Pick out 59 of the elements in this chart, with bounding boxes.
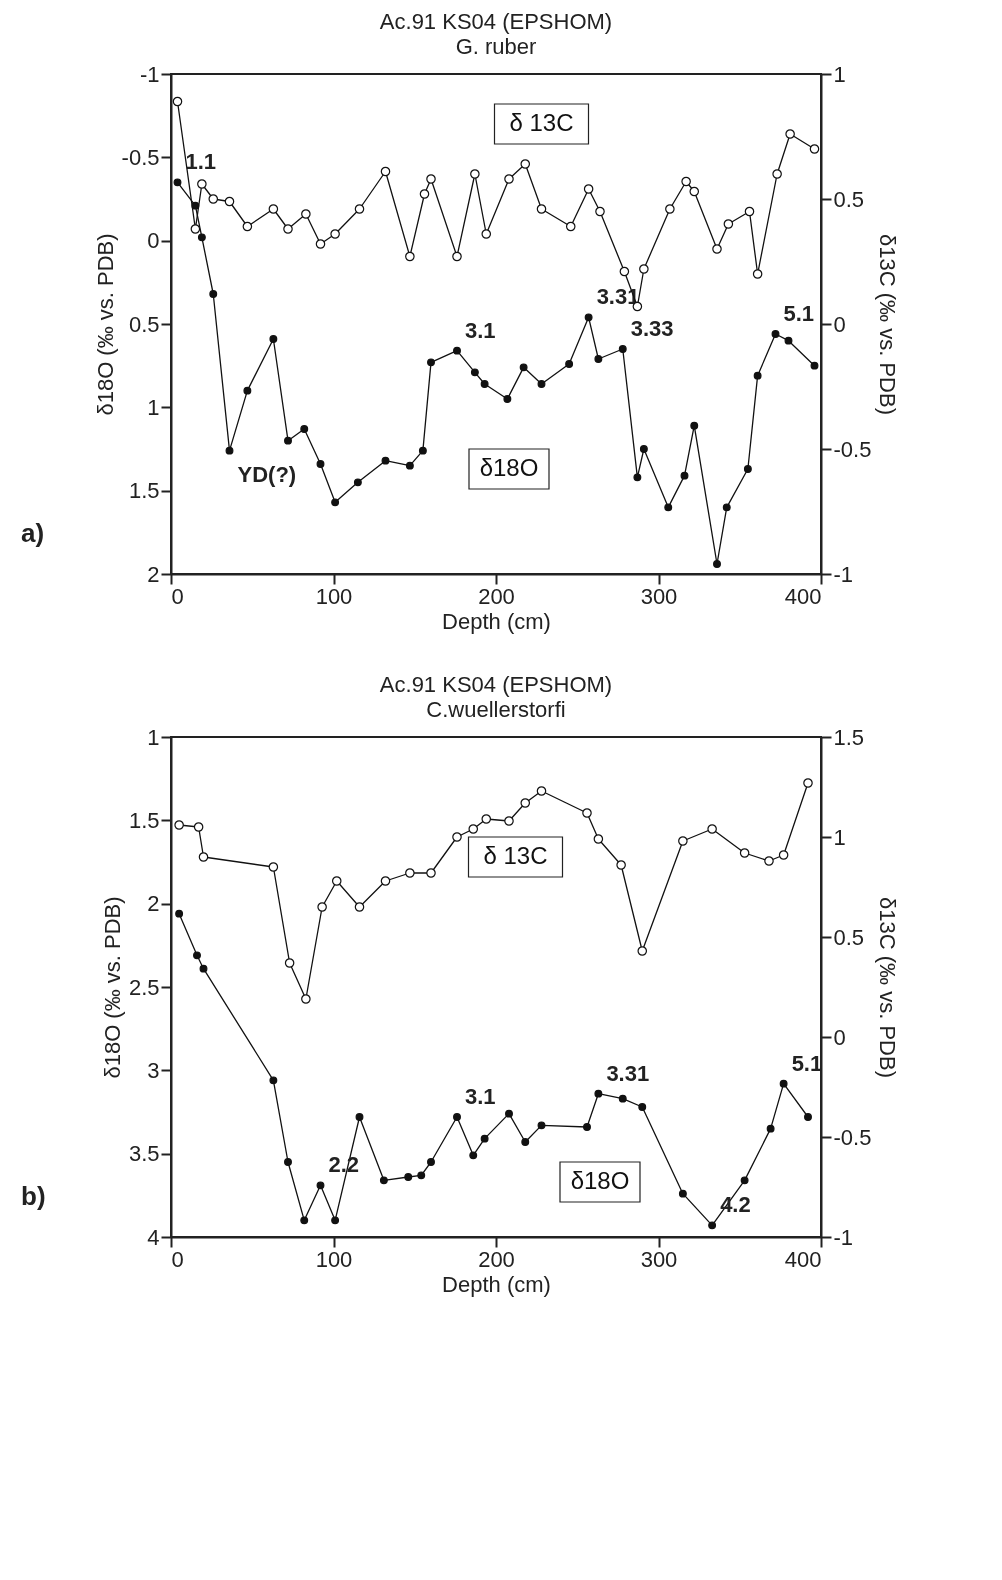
y-tick-label: 2 bbox=[147, 561, 160, 587]
x-tick-label: 0 bbox=[171, 1246, 184, 1272]
text: b) bbox=[21, 1181, 46, 1211]
y-tick-label: 1.5 bbox=[128, 807, 160, 833]
chart-title: Ac.91 KS04 (EPSHOM) bbox=[379, 9, 613, 34]
series-label: δ 13C bbox=[483, 842, 548, 869]
y2-tick-label: 0.5 bbox=[833, 924, 865, 950]
x-tick-label: 100 bbox=[315, 583, 353, 609]
y-tick-label: 1.5 bbox=[128, 478, 160, 504]
y-axis-title: δ18O (‰ vs. PDB) bbox=[99, 896, 125, 1079]
x-axis-title: Depth (cm) bbox=[442, 1271, 551, 1297]
x-tick-label: 300 bbox=[640, 583, 678, 609]
x-tick-label: 300 bbox=[640, 1246, 678, 1272]
annotation: 5.1 bbox=[791, 1050, 823, 1076]
y2-tick-label: -0.5 bbox=[833, 436, 872, 462]
y-tick-label: 4 bbox=[147, 1224, 160, 1250]
y2-tick-label: 0 bbox=[833, 311, 846, 337]
x-tick-label: 400 bbox=[784, 1246, 822, 1272]
annotation: 3.1 bbox=[465, 1084, 496, 1109]
x-tick-label: 0 bbox=[171, 583, 184, 609]
y-tick-label: 0.5 bbox=[128, 311, 160, 337]
y2-tick-label: 1.5 bbox=[833, 724, 865, 750]
y-tick-label: 1 bbox=[147, 724, 160, 750]
annotation: 3.1 bbox=[465, 317, 496, 343]
x-tick-label: 100 bbox=[315, 1246, 353, 1272]
x-axis-title: Depth (cm) bbox=[442, 608, 551, 634]
y-axis-title: δ18O (‰ vs. PDB) bbox=[92, 233, 118, 416]
text: a) bbox=[21, 518, 45, 548]
x-tick-label: 200 bbox=[478, 583, 515, 609]
y2-tick-label: 0.5 bbox=[833, 186, 865, 212]
y-tick-label: -0.5 bbox=[121, 144, 160, 170]
y-tick-label: 2.5 bbox=[128, 974, 160, 1000]
x-tick-label: 400 bbox=[784, 583, 822, 609]
y-tick-label: 3.5 bbox=[128, 1141, 160, 1167]
series-label: δ18O bbox=[570, 1167, 630, 1194]
annotation: YD(?) bbox=[237, 461, 297, 487]
y2-tick-label: -1 bbox=[833, 561, 854, 587]
annotation: 1.1 bbox=[185, 149, 217, 175]
y-tick-label: 1 bbox=[147, 394, 160, 420]
y-tick-label: -1 bbox=[139, 61, 160, 87]
series-label: δ 13C bbox=[509, 109, 574, 136]
y2-axis-title: δ13C (‰ vs. PDB) bbox=[875, 234, 901, 415]
y2-tick-label: 1 bbox=[833, 824, 846, 850]
y-tick-label: 0 bbox=[147, 228, 160, 254]
y2-tick-label: 0 bbox=[833, 1024, 846, 1050]
chart-subtitle: C.wuellerstorfi bbox=[426, 697, 566, 722]
chart-subtitle: G. ruber bbox=[455, 34, 537, 59]
y-tick-label: 2 bbox=[147, 891, 160, 917]
y-tick-label: 3 bbox=[147, 1057, 160, 1083]
y2-tick-label: -1 bbox=[833, 1224, 854, 1250]
x-tick-label: 200 bbox=[478, 1246, 515, 1272]
annotation: 5.1 bbox=[783, 301, 815, 326]
annotation: 3.31 bbox=[606, 1060, 650, 1086]
text: δ18O bbox=[479, 454, 539, 481]
y2-tick-label: 1 bbox=[833, 61, 846, 87]
y2-tick-label: -0.5 bbox=[833, 1124, 872, 1150]
chart-title: Ac.91 KS04 (EPSHOM) bbox=[379, 672, 613, 697]
annotation: 3.33 bbox=[630, 316, 674, 341]
y2-axis-title: δ13C (‰ vs. PDB) bbox=[875, 897, 901, 1078]
